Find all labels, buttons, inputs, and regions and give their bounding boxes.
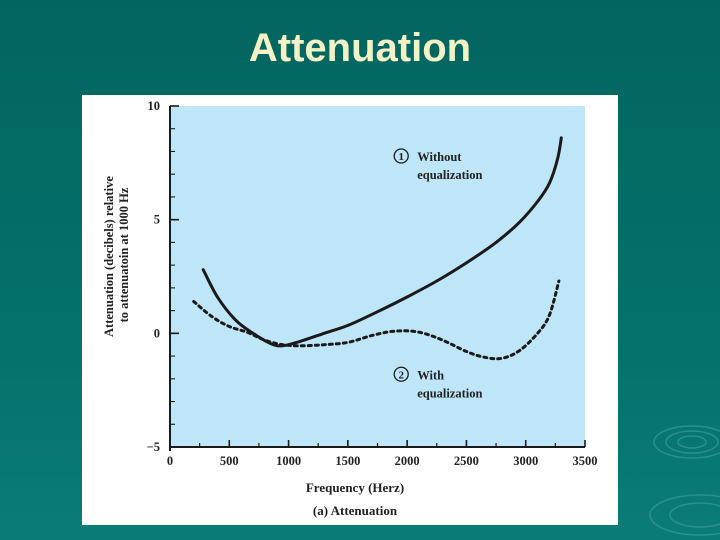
x-tick-label: 500 — [220, 454, 239, 468]
x-tick-label: 3500 — [573, 454, 598, 468]
series-layer — [192, 136, 563, 361]
plot-area — [170, 106, 585, 447]
y-ticks: −5 0 5 10 — [147, 99, 179, 454]
series-line-1 — [201, 136, 563, 348]
attenuation-chart: 0 500 1000 1500 2000 2500 3000 3500 −5 0 5 10 1 Wit… — [102, 99, 598, 518]
x-tick-label: 2500 — [454, 454, 479, 468]
series-label-line: equalization — [417, 168, 482, 182]
x-tick-label: 3000 — [513, 454, 538, 468]
series-label-line: Without — [417, 150, 462, 164]
y-tick-label: 5 — [154, 213, 160, 227]
ripple-decoration — [649, 425, 720, 536]
y-axis-label: Attenuation (decibels) relative to atten… — [102, 173, 131, 337]
x-ticks: 0 500 1000 1500 2000 2500 3000 3500 — [167, 440, 598, 468]
series-label: Without equalization — [417, 150, 482, 182]
series-line-2 — [192, 279, 561, 361]
series-label-line: equalization — [417, 386, 482, 400]
series-marker-number: 1 — [398, 151, 404, 163]
chart-caption: (a) Attenuation — [313, 503, 398, 518]
x-tick-label: 0 — [167, 454, 173, 468]
series-labels: 1 Without equalization 2 With equalization — [393, 148, 483, 400]
slide-title: Attenuation — [248, 26, 472, 70]
y-tick-label: 10 — [148, 99, 161, 113]
x-axis-label: Frequency (Herz) — [306, 480, 404, 495]
series-marker-circle — [393, 148, 409, 164]
y-axis-label-line-1: Attenuation (decibels) relative — [102, 176, 116, 337]
series-label-line: With — [417, 368, 444, 382]
y-tick-label: 0 — [154, 326, 160, 340]
y-tick-label: −5 — [147, 440, 160, 454]
series-marker-number: 2 — [398, 369, 404, 381]
series-marker-circle — [393, 366, 409, 382]
x-tick-label: 1500 — [335, 454, 360, 468]
series-label: With equalization — [417, 368, 482, 400]
figure-panel: 0 500 1000 1500 2000 2500 3000 3500 −5 0 5 10 1 Wit… — [82, 95, 618, 525]
y-axis-label-line-2: to attenuatoin at 1000 Hz — [117, 187, 131, 322]
x-tick-label: 2000 — [395, 454, 420, 468]
x-tick-label: 1000 — [276, 454, 301, 468]
